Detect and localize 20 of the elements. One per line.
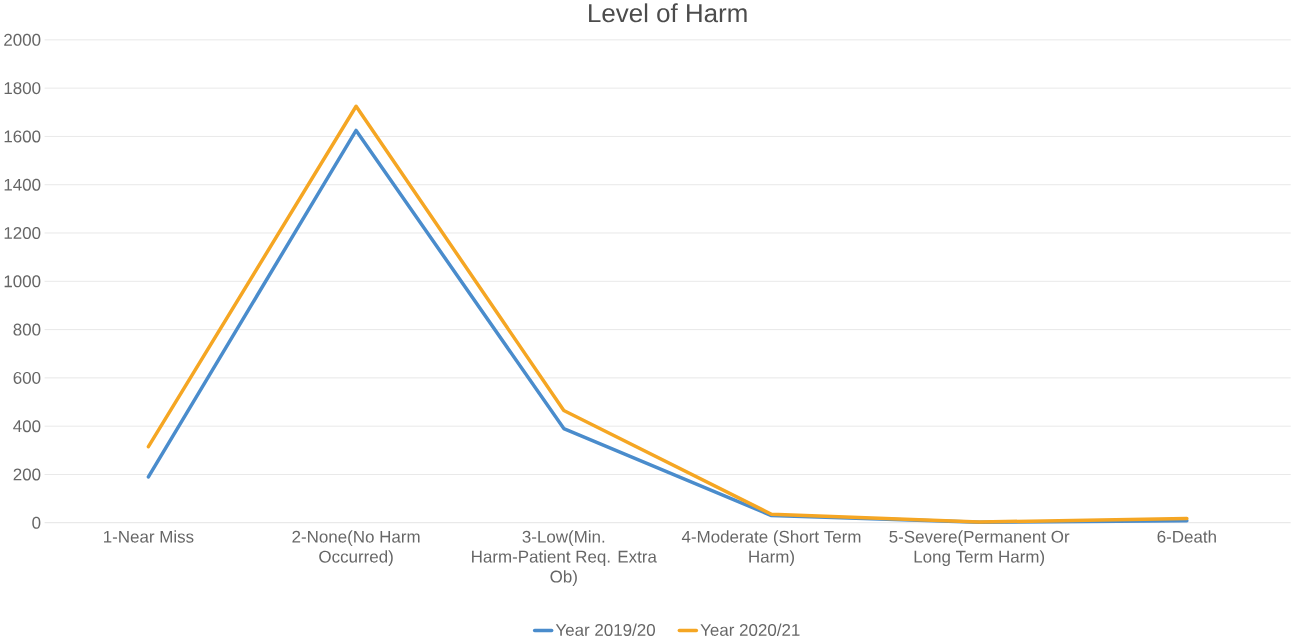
legend-label: Year 2019/20 (555, 623, 655, 636)
y-tick-label: 1800 (4, 82, 41, 95)
y-tick-label: 0 (32, 516, 41, 529)
y-tick-label: 1000 (4, 275, 41, 288)
chart-title: Level of Harm (589, 3, 747, 23)
x-tick-label: 6-Death (1157, 530, 1216, 543)
x-tick-label: 3-Low(Min. Harm-Patient Req. Extra Ob) (472, 530, 657, 586)
y-tick-label: 1400 (4, 178, 41, 191)
y-tick-label: 600 (13, 371, 41, 384)
x-tick-label: 2-None(No Harm Occurred) (292, 530, 420, 566)
y-tick-label: 2000 (4, 33, 41, 46)
x-tick-label: 1-Near Miss (104, 530, 194, 543)
y-tick-label: 1200 (4, 226, 41, 239)
legend-label: Year 2020/21 (700, 623, 800, 636)
y-tick-label: 1600 (4, 130, 41, 143)
x-tick-label: 4-Moderate (Short Term Harm) (681, 530, 861, 566)
x-tick-label: 5-Severe(Permanent Or Long Term Harm) (889, 530, 1070, 566)
y-tick-label: 200 (13, 468, 41, 481)
y-tick-label: 800 (13, 323, 41, 336)
y-tick-label: 400 (13, 420, 41, 433)
